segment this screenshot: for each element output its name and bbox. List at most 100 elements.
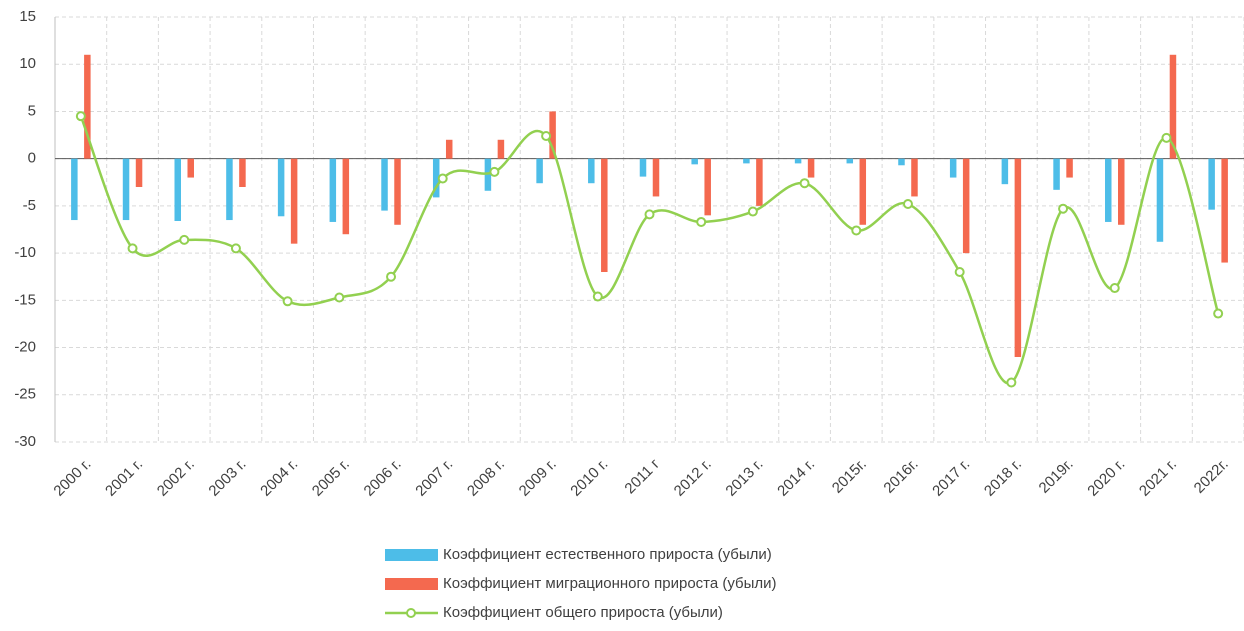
marker	[1058, 203, 1069, 214]
bar	[962, 158, 970, 254]
x-tick-label: 2017 г.	[929, 456, 973, 500]
marker	[541, 131, 552, 141]
bar	[342, 158, 350, 235]
x-tick-label: 2006 г.	[361, 456, 405, 500]
bar	[135, 158, 143, 187]
bar	[639, 158, 647, 177]
x-tick-label: 2010 г.	[567, 456, 611, 500]
bar	[432, 158, 440, 198]
marker	[282, 296, 293, 307]
y-tick-label: -30	[14, 433, 36, 450]
legend-label: Коэффициент миграционного прироста (убыл…	[443, 575, 777, 592]
x-tick-label: 2012 г.	[671, 456, 715, 500]
x-tick-label: 2019г.	[1036, 456, 1077, 497]
bar	[1118, 158, 1125, 225]
x-tick-label: 2016г.	[880, 456, 921, 497]
marker	[799, 178, 810, 189]
bar	[1066, 158, 1073, 178]
bar	[601, 158, 608, 272]
bar	[536, 158, 543, 184]
bar	[807, 158, 815, 178]
bar	[652, 158, 660, 197]
marker	[127, 243, 138, 254]
y-tick-label: 5	[28, 102, 36, 119]
bar	[329, 158, 337, 222]
marker	[334, 292, 345, 303]
bar	[1156, 158, 1164, 242]
bar	[911, 158, 918, 197]
marker	[1161, 132, 1172, 143]
marker	[851, 225, 862, 236]
bar	[1169, 54, 1177, 159]
bar	[1105, 158, 1112, 222]
bar	[71, 158, 78, 221]
bar	[1014, 158, 1022, 357]
bar	[1208, 158, 1215, 210]
x-tick-label: 2009 г.	[516, 456, 560, 500]
y-tick-label: -20	[14, 339, 36, 356]
bar	[290, 158, 298, 244]
x-tick-label: 2022г.	[1191, 456, 1232, 497]
marker	[489, 166, 500, 177]
x-tick-label: 2005 г.	[309, 456, 353, 500]
x-tick-label: 2015г.	[829, 456, 870, 497]
marker	[1109, 283, 1120, 294]
bar	[1053, 158, 1060, 190]
marker	[179, 234, 190, 245]
x-tick-label: 2018 г.	[981, 456, 1025, 500]
bar	[549, 111, 556, 159]
bar	[1001, 158, 1009, 185]
marker	[230, 243, 241, 254]
x-tick-label: 2011 г	[621, 455, 663, 497]
bar	[859, 158, 867, 225]
legend-label: Коэффициент общего прироста (убыли)	[443, 604, 723, 621]
x-tick-label: 2013 г.	[722, 456, 766, 500]
x-tick-label: 2008 г.	[464, 456, 508, 500]
bar	[174, 158, 181, 221]
legend-label: Коэффициент естественного прироста (убыл…	[443, 546, 772, 563]
marker	[1213, 308, 1224, 319]
bar	[394, 158, 401, 225]
marker	[1006, 377, 1017, 388]
marker	[747, 206, 758, 217]
bar	[381, 158, 388, 211]
y-tick-label: 10	[19, 55, 36, 72]
x-tick-label: 2002 г.	[154, 456, 198, 500]
marker	[437, 173, 448, 184]
bar	[898, 158, 905, 166]
line	[79, 115, 1220, 385]
bar	[445, 139, 453, 159]
x-tick-label: 2000 г.	[50, 456, 94, 500]
marker	[75, 111, 86, 122]
marker	[644, 209, 655, 220]
legend-swatch	[385, 549, 438, 561]
bar	[122, 158, 130, 221]
marker	[902, 199, 913, 209]
legend-swatch	[385, 578, 438, 590]
x-tick-label: 2014 г.	[774, 456, 818, 500]
marker	[954, 267, 965, 277]
x-tick-label: 2001 г.	[102, 456, 146, 500]
bar	[949, 158, 957, 178]
y-tick-label: 0	[28, 150, 36, 167]
y-tick-label: 15	[19, 8, 36, 25]
bar	[84, 54, 91, 159]
bar	[756, 158, 763, 206]
bar	[846, 158, 854, 164]
x-tick-label: 2004 г.	[257, 456, 301, 500]
bar	[794, 158, 802, 164]
bar	[226, 158, 233, 221]
marker	[696, 216, 707, 227]
x-tick-label: 2007 г.	[412, 456, 456, 500]
bar	[277, 158, 285, 217]
x-tick-label: 2020 г.	[1084, 456, 1128, 500]
y-tick-label: -15	[14, 291, 36, 308]
bar	[1221, 158, 1228, 263]
marker	[592, 291, 603, 302]
bar	[743, 158, 750, 164]
x-tick-label: 2021 г.	[1136, 456, 1180, 500]
y-tick-label: -5	[23, 197, 36, 214]
bar	[239, 158, 246, 187]
y-tick-label: -25	[14, 386, 36, 403]
